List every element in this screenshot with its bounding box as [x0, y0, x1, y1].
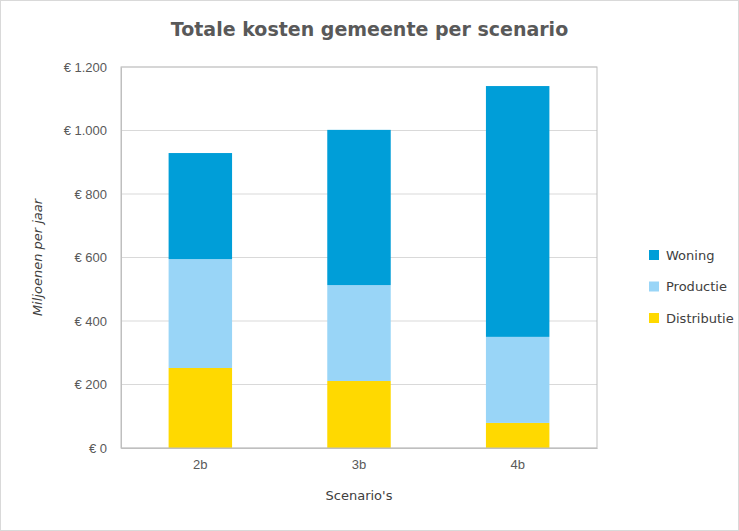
y-tick: € 200 — [74, 377, 121, 392]
y-tick: € 0 — [89, 441, 121, 456]
x-tick: 2b — [193, 448, 207, 472]
bar — [169, 368, 232, 448]
y-tick-label: € 800 — [74, 187, 107, 202]
bar — [169, 259, 232, 368]
y-tick-label: € 1.000 — [64, 123, 107, 138]
chart: € 0 € 200 € 400 € 600 € 800 € 1.000 € 1.200 2b 3… — [0, 0, 739, 531]
x-axis: 2b 3b 4b — [122, 448, 598, 472]
title: Totale kosten gemeente per scenario — [171, 18, 568, 40]
y-tick-label: € 400 — [74, 314, 107, 329]
legend-swatch — [649, 250, 659, 260]
y-tick: € 1.200 — [64, 60, 121, 75]
legend: Woning Productie Distributie — [649, 248, 734, 326]
y-axis-title: Miljoenen per jaar — [30, 197, 45, 316]
grid — [121, 67, 597, 448]
bar — [486, 423, 549, 448]
x-tick: 3b — [352, 448, 366, 472]
y-axis: € 0 € 200 € 400 € 600 € 800 € 1.000 € 1.200 — [64, 60, 122, 456]
y-tick: € 1.000 — [64, 123, 121, 138]
bar — [169, 153, 232, 259]
bar — [486, 86, 549, 337]
x-tick-label: 2b — [193, 457, 207, 472]
y-tick-label: € 600 — [74, 250, 107, 265]
plot-frame — [121, 67, 597, 448]
legend-label: Woning — [666, 248, 714, 263]
bars — [169, 86, 550, 448]
y-tick-label: € 0 — [89, 441, 107, 456]
bar-series — [169, 86, 550, 337]
y-tick: € 800 — [74, 187, 121, 202]
bar — [327, 130, 390, 285]
legend-swatch — [649, 282, 659, 292]
legend-label: Distributie — [666, 311, 734, 326]
bar — [327, 285, 390, 381]
x-tick: 4b — [510, 448, 524, 472]
legend-label: Productie — [666, 279, 727, 294]
x-axis-title: Scenario's — [326, 488, 393, 503]
x-axis-line — [122, 448, 598, 449]
bar — [486, 337, 549, 423]
x-tick-label: 3b — [352, 457, 366, 472]
y-tick: € 400 — [74, 314, 121, 329]
y-tick-label: € 200 — [74, 377, 107, 392]
y-axis-line — [121, 68, 122, 449]
y-tick: € 600 — [74, 250, 121, 265]
y-tick-label: € 1.200 — [64, 60, 107, 75]
chart-border — [1, 1, 739, 531]
x-tick-label: 4b — [510, 457, 524, 472]
legend-swatch — [649, 313, 659, 323]
bar — [327, 381, 390, 448]
